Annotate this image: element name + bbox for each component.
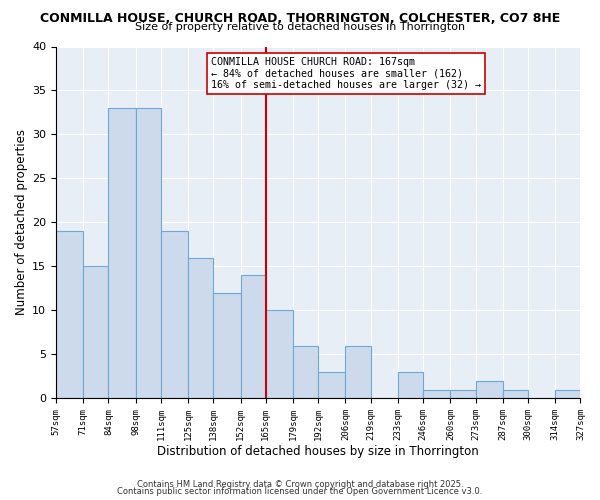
Text: CONMILLA HOUSE, CHURCH ROAD, THORRINGTON, COLCHESTER, CO7 8HE: CONMILLA HOUSE, CHURCH ROAD, THORRINGTON… [40,12,560,26]
X-axis label: Distribution of detached houses by size in Thorrington: Distribution of detached houses by size … [157,444,479,458]
Bar [451,390,476,398]
Bar [503,390,528,398]
Y-axis label: Number of detached properties: Number of detached properties [15,130,28,316]
Text: Contains HM Land Registry data © Crown copyright and database right 2025.: Contains HM Land Registry data © Crown c… [137,480,463,489]
Text: CONMILLA HOUSE CHURCH ROAD: 167sqm
← 84% of detached houses are smaller (162)
16: CONMILLA HOUSE CHURCH ROAD: 167sqm ← 84%… [211,57,481,90]
Bar [293,346,318,399]
Bar [318,372,346,398]
Bar [241,275,266,398]
Bar [266,310,293,398]
Bar [109,108,136,399]
Bar [161,231,188,398]
Text: Contains public sector information licensed under the Open Government Licence v3: Contains public sector information licen… [118,488,482,496]
Bar [56,231,83,398]
Bar [555,390,580,398]
Bar [346,346,371,399]
Bar [423,390,451,398]
Bar [398,372,423,398]
Bar [476,381,503,398]
Bar [214,293,241,399]
Bar [136,108,161,399]
Bar [83,266,109,398]
Text: Size of property relative to detached houses in Thorrington: Size of property relative to detached ho… [135,22,465,32]
Bar [188,258,214,398]
